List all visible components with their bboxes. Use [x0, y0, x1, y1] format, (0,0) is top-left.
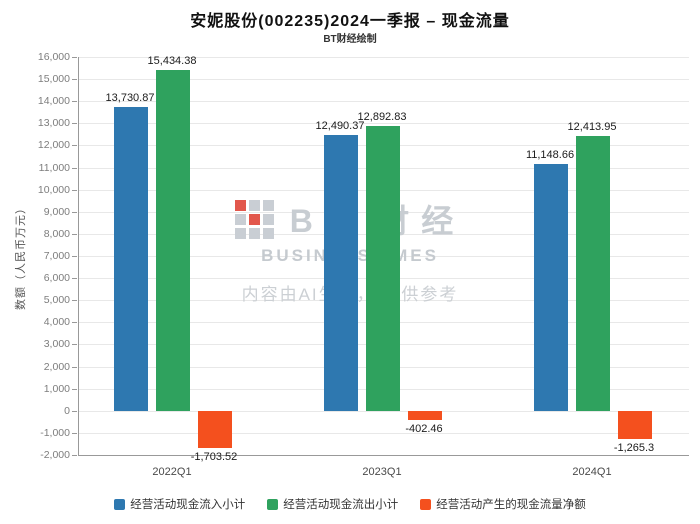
gridline — [79, 57, 689, 58]
legend-item-label: 经营活动现金流出小计 — [283, 499, 399, 511]
y-axis-tick-mark — [72, 432, 77, 434]
y-axis-tick-label: 2,000 — [43, 360, 70, 373]
x-axis-category-label: 2023Q1 — [362, 466, 402, 478]
y-axis-tick-mark — [72, 145, 77, 147]
y-axis-tick-label: 0 — [64, 404, 70, 417]
y-axis-tick-label: 11,000 — [38, 161, 70, 174]
bar-value-label: 11,148.66 — [525, 149, 575, 162]
legend-item-0[interactable]: 经营活动现金流入小计 — [114, 496, 245, 512]
bar-2022Q1-series-2[interactable] — [198, 410, 232, 449]
y-axis-tick-label: 10,000 — [37, 183, 70, 196]
legend-item-label: 经营活动产生的现金流量净额 — [436, 499, 586, 511]
y-axis-tick-mark — [72, 322, 77, 324]
legend-swatch-icon — [114, 498, 126, 510]
y-axis-tick-label: 12,000 — [37, 139, 70, 152]
y-axis-tick-mark — [72, 57, 77, 58]
bar-2024Q1-series-1[interactable] — [576, 136, 610, 411]
y-axis-tick-label: 5,000 — [43, 294, 70, 307]
y-axis-tick-mark — [72, 344, 77, 346]
bar-value-label: 12,413.95 — [567, 121, 617, 134]
bar-2022Q1-series-0[interactable] — [114, 107, 148, 411]
legend-item-label: 经营活动现金流入小计 — [130, 499, 246, 511]
y-axis-tick-label: 16,000 — [37, 51, 70, 63]
legend-swatch-icon — [267, 498, 279, 510]
y-axis-tick-label: 15,000 — [37, 73, 70, 86]
bar-value-label: 15,434.38 — [147, 54, 197, 67]
y-axis-tick-label: 6,000 — [43, 272, 70, 285]
legend-item-1[interactable]: 经营活动现金流出小计 — [267, 496, 398, 512]
y-axis-tick-label: 9,000 — [43, 205, 70, 218]
bar-value-label: 13,730.87 — [105, 92, 155, 105]
y-axis-tick-mark — [72, 233, 77, 235]
bar-value-label: -1,265.3 — [613, 441, 655, 454]
y-axis-tick-label: 3,000 — [43, 338, 70, 351]
x-axis-category-label: 2024Q1 — [572, 466, 612, 478]
y-axis-tick-mark — [72, 455, 77, 456]
bar-value-label: -402.46 — [405, 422, 443, 435]
y-axis-tick-mark — [72, 167, 77, 169]
legend-item-2[interactable]: 经营活动产生的现金流量净额 — [420, 496, 586, 512]
gridline — [79, 79, 689, 81]
bar-2023Q1-series-1[interactable] — [366, 125, 400, 411]
bar-value-label: 12,892.83 — [357, 110, 407, 123]
legend: 经营活动现金流入小计 经营活动现金流出小计 经营活动产生的现金流量净额 — [0, 496, 700, 512]
y-axis-tick-label: 4,000 — [43, 316, 70, 329]
bar-value-label: 12,490.37 — [315, 119, 365, 132]
y-axis-tick-mark — [72, 211, 77, 213]
y-axis-tick-mark — [72, 410, 77, 412]
y-axis-tick-mark — [72, 79, 77, 81]
plot-area — [78, 57, 689, 456]
y-axis-tick-mark — [72, 278, 77, 280]
y-axis-tick-label: 13,000 — [37, 117, 70, 130]
chart-subtitle: BT财经绘制 — [323, 34, 377, 45]
gridline — [79, 123, 689, 125]
bar-2023Q1-series-0[interactable] — [324, 134, 358, 411]
y-axis-tick-mark — [72, 388, 77, 390]
bar-2024Q1-series-2[interactable] — [618, 410, 652, 439]
y-axis-tick-label: 7,000 — [43, 250, 70, 262]
y-axis-tick-label: 8,000 — [43, 227, 70, 240]
gridline — [79, 101, 689, 103]
y-axis-tick-label: -2,000 — [40, 449, 70, 461]
bar-2023Q1-series-2[interactable] — [408, 410, 442, 420]
gridline — [79, 432, 689, 434]
y-axis-tick-mark — [72, 123, 77, 125]
y-axis-tick-mark — [72, 366, 77, 368]
y-axis-tick-mark — [72, 256, 77, 257]
y-axis-tick-label: -1,000 — [40, 426, 70, 439]
bar-value-label: -1,703.52 — [190, 451, 238, 464]
y-axis-tick-label: 14,000 — [37, 95, 70, 108]
y-axis-tick-mark — [72, 101, 77, 103]
x-axis-category-label: 2022Q1 — [152, 466, 192, 478]
chart-title: 安妮股份(002235)2024一季报 – 现金流量 — [190, 13, 510, 30]
legend-swatch-icon — [420, 498, 432, 510]
y-axis-tick-label: 1,000 — [43, 382, 70, 395]
bar-2022Q1-series-1[interactable] — [156, 69, 190, 411]
y-axis-tick-mark — [72, 300, 77, 302]
gridline — [79, 410, 689, 412]
bar-2024Q1-series-0[interactable] — [534, 164, 568, 411]
y-axis-tick-mark — [72, 189, 77, 191]
